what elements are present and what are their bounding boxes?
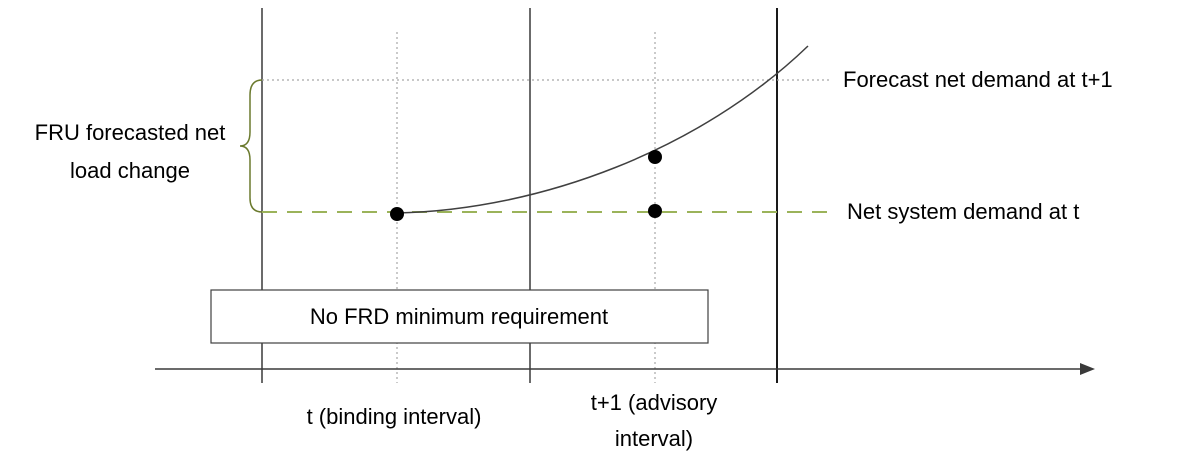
time-axis-arrowhead [1080, 363, 1095, 375]
point-forecast-t1 [648, 150, 662, 164]
interval-t1-label-line2: interval) [615, 426, 693, 451]
interval-t1-label-line1: t+1 (advisory [591, 390, 718, 415]
point-net-demand-t [390, 207, 404, 221]
interval-t-label: t (binding interval) [307, 404, 482, 429]
fru-label-line1: FRU forecasted net [35, 120, 226, 145]
no-frd-box [210, 289, 709, 344]
fru-label-line2: load change [70, 158, 190, 183]
no-frd-box-label: No FRD minimum requirement [310, 304, 608, 329]
forecast-demand-label: Forecast net demand at t+1 [843, 67, 1113, 92]
load-change-brace [239, 79, 263, 213]
net-load-forecast-curve [396, 45, 809, 214]
net-demand-label: Net system demand at t [847, 199, 1079, 224]
point-net-demand-t1 [648, 204, 662, 218]
